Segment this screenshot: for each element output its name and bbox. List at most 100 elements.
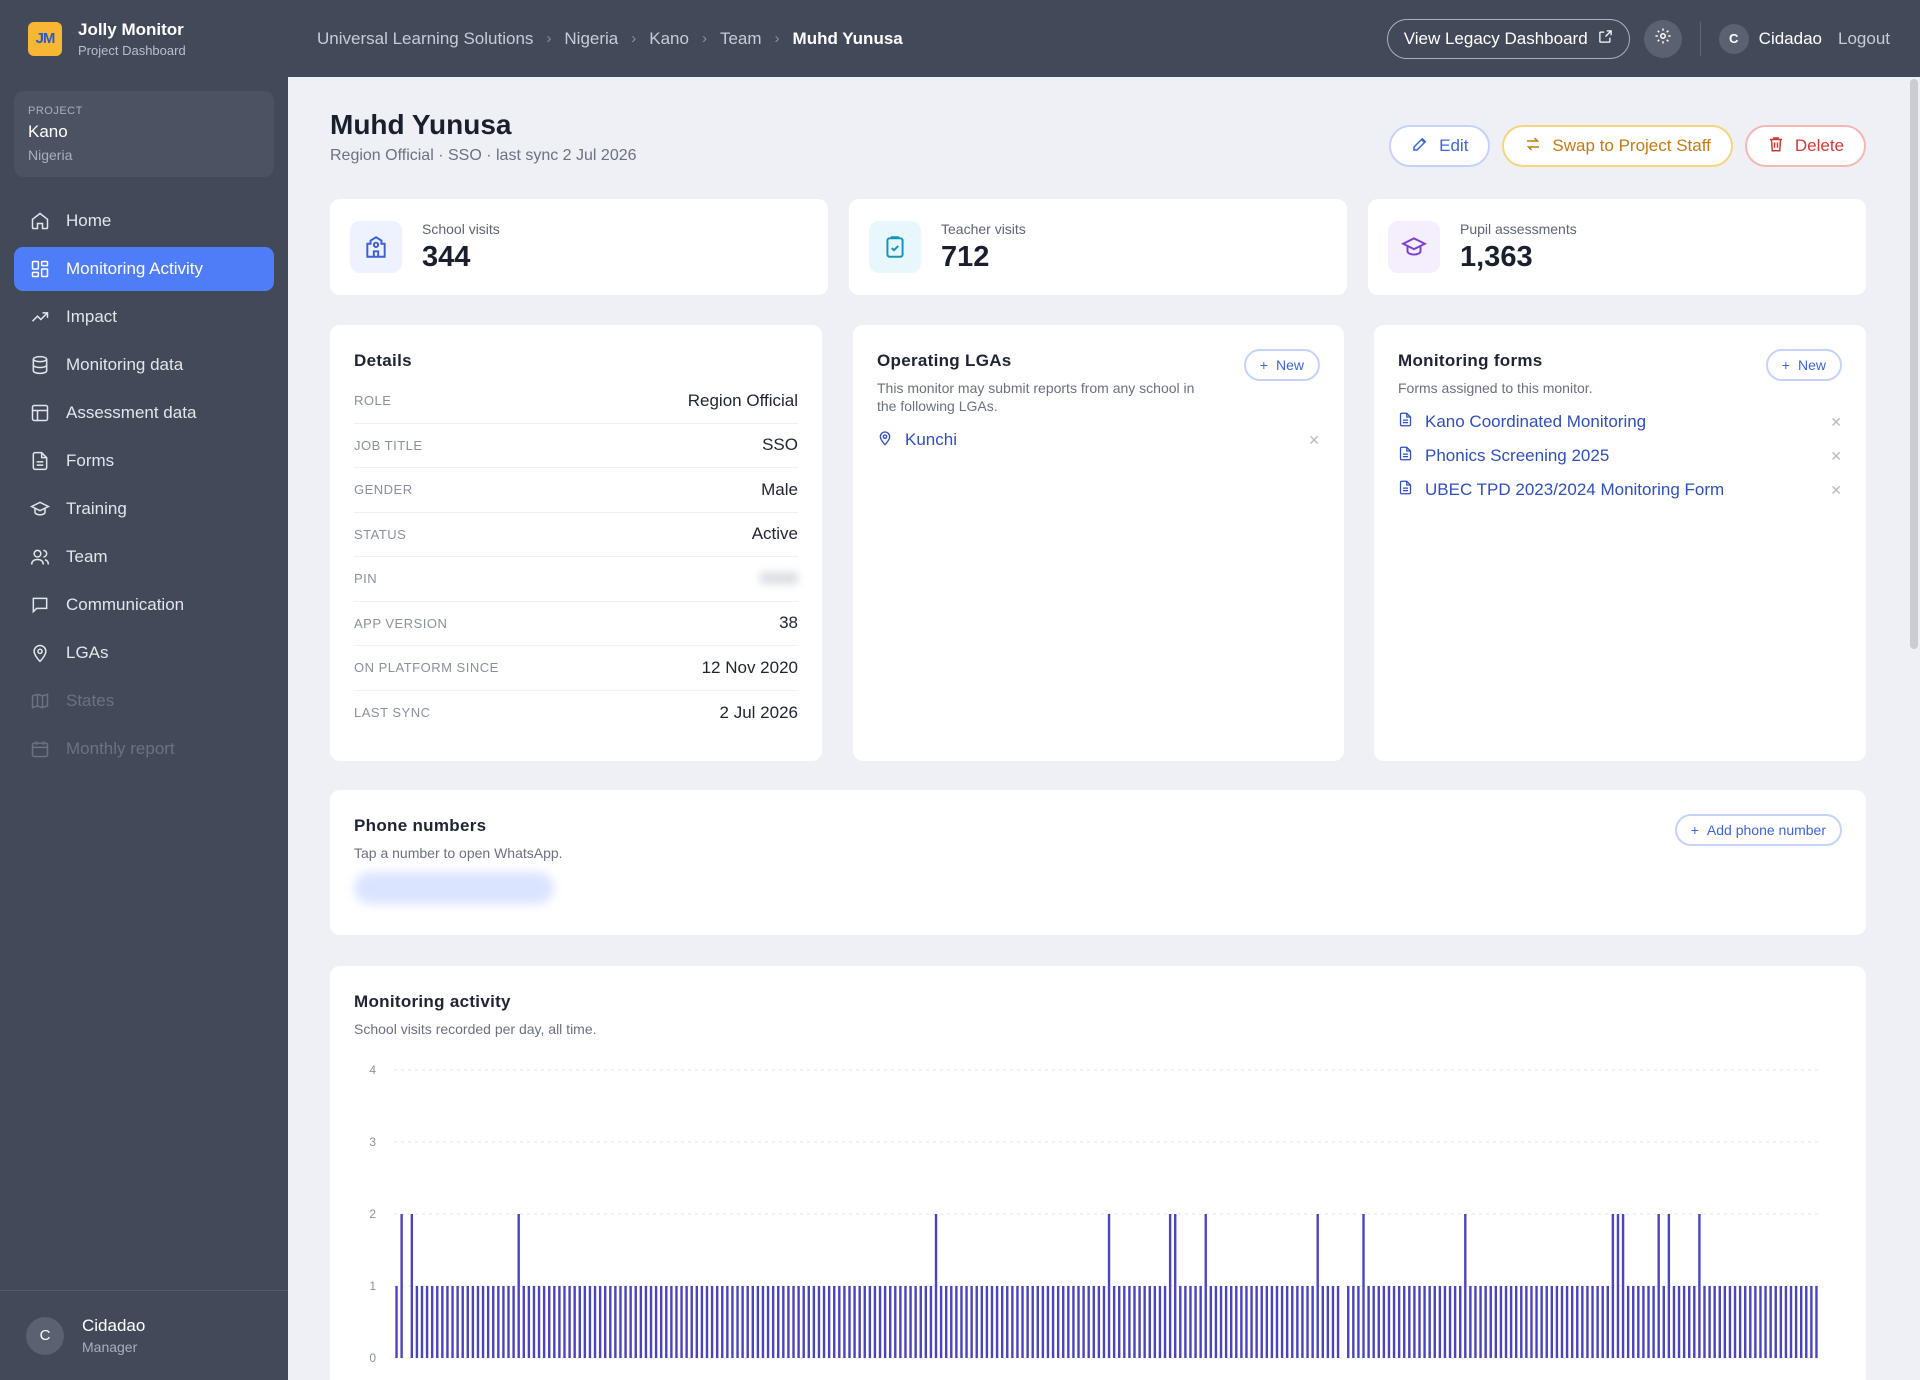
chart-bar[interactable] — [848, 1286, 851, 1358]
chart-bar[interactable] — [1509, 1286, 1513, 1358]
chart-bar[interactable] — [593, 1286, 597, 1358]
sidebar-item-impact[interactable]: Impact — [14, 295, 274, 339]
chart-bar[interactable] — [1672, 1286, 1676, 1358]
chart-bar[interactable] — [400, 1214, 403, 1358]
chart-bar[interactable] — [1143, 1286, 1146, 1358]
chart-bar[interactable] — [1514, 1286, 1518, 1358]
chart-bar[interactable] — [1459, 1286, 1462, 1358]
chart-bar[interactable] — [1682, 1286, 1686, 1358]
chart-bar[interactable] — [1428, 1286, 1431, 1358]
chart-bar[interactable] — [517, 1214, 520, 1358]
lga-item[interactable]: Kunchi ✕ — [877, 423, 1320, 457]
chart-bar[interactable] — [466, 1286, 469, 1358]
chart-bar[interactable] — [1006, 1286, 1009, 1358]
chart-bar[interactable] — [812, 1286, 816, 1358]
chart-bar[interactable] — [1087, 1286, 1090, 1358]
chart-bar[interactable] — [1754, 1286, 1757, 1358]
chart-bar[interactable] — [1224, 1286, 1228, 1358]
chart-bar[interactable] — [792, 1286, 795, 1358]
chart-bar[interactable] — [522, 1286, 525, 1358]
swap-to-project-staff-button[interactable]: Swap to Project Staff — [1502, 125, 1733, 167]
chart-bar[interactable] — [1525, 1286, 1528, 1358]
chart-bar[interactable] — [1764, 1286, 1767, 1358]
chart-bar[interactable] — [1128, 1286, 1131, 1358]
sidebar-item-monitoring-data[interactable]: Monitoring data — [14, 343, 274, 387]
chart-bar[interactable] — [1194, 1286, 1197, 1358]
chart-bar[interactable] — [1209, 1286, 1213, 1358]
chart-bar[interactable] — [1204, 1214, 1207, 1358]
chart-bar[interactable] — [843, 1286, 846, 1358]
chart-bar[interactable] — [1199, 1286, 1202, 1358]
chart-bar[interactable] — [1469, 1286, 1472, 1358]
chart-bar[interactable] — [919, 1286, 922, 1358]
chart-bar[interactable] — [659, 1286, 663, 1358]
chart-bar[interactable] — [1336, 1286, 1340, 1358]
chart-bar[interactable] — [1403, 1286, 1406, 1358]
chart-bar[interactable] — [1794, 1286, 1798, 1358]
chart-bar[interactable] — [1097, 1286, 1101, 1358]
chart-bar[interactable] — [492, 1286, 495, 1358]
chart-bar[interactable] — [985, 1286, 989, 1358]
form-item[interactable]: Phonics Screening 2025 ✕ — [1398, 439, 1842, 473]
chart-bar[interactable] — [695, 1286, 699, 1358]
chart-bar[interactable] — [1112, 1286, 1116, 1358]
chart-bar[interactable] — [1174, 1214, 1177, 1358]
chart-bar[interactable] — [751, 1286, 754, 1358]
chart-bar[interactable] — [690, 1286, 693, 1358]
chart-bar[interactable] — [1443, 1286, 1447, 1358]
chart-bar[interactable] — [960, 1286, 963, 1358]
chart-bar[interactable] — [1484, 1286, 1487, 1358]
chart-bar[interactable] — [721, 1286, 724, 1358]
chart-bar[interactable] — [548, 1286, 551, 1358]
sidebar-item-training[interactable]: Training — [14, 487, 274, 531]
chart-bar[interactable] — [507, 1286, 510, 1358]
chart-bar[interactable] — [1601, 1286, 1604, 1358]
chart-bar[interactable] — [1586, 1286, 1589, 1358]
chart-bar[interactable] — [1647, 1286, 1650, 1358]
chart-bar[interactable] — [1158, 1286, 1162, 1358]
chart-bar[interactable] — [1235, 1286, 1238, 1358]
chart-bar[interactable] — [1301, 1286, 1304, 1358]
view-legacy-dashboard-button[interactable]: View Legacy Dashboard — [1386, 18, 1630, 59]
chart-bar[interactable] — [858, 1286, 861, 1358]
chart-bar[interactable] — [451, 1286, 454, 1358]
chart-bar[interactable] — [537, 1286, 541, 1358]
chart-bar[interactable] — [1667, 1214, 1671, 1358]
chart-bar[interactable] — [1703, 1286, 1706, 1358]
chart-bar[interactable] — [1397, 1286, 1401, 1358]
chart-bar[interactable] — [736, 1286, 739, 1358]
chart-bar[interactable] — [1413, 1286, 1416, 1358]
chart-bar[interactable] — [965, 1286, 968, 1358]
chart-bar[interactable] — [634, 1286, 637, 1358]
chart-bar[interactable] — [878, 1286, 882, 1358]
chart-bar[interactable] — [1418, 1286, 1421, 1358]
chart-bar[interactable] — [1107, 1214, 1111, 1358]
chart-bar[interactable] — [563, 1286, 566, 1358]
chart-bar[interactable] — [1011, 1286, 1014, 1358]
chart-bar[interactable] — [497, 1286, 500, 1358]
chart-bar[interactable] — [1550, 1286, 1554, 1358]
chart-bar[interactable] — [1321, 1286, 1324, 1358]
chart-bar[interactable] — [1051, 1286, 1055, 1358]
chart-bar[interactable] — [1102, 1286, 1106, 1358]
chart-bar[interactable] — [1214, 1286, 1218, 1358]
chart-bar[interactable] — [1499, 1286, 1503, 1358]
chart-bar[interactable] — [904, 1286, 907, 1358]
chart-bar[interactable] — [1489, 1286, 1492, 1358]
chart-bar[interactable] — [822, 1286, 826, 1358]
chart-bar[interactable] — [802, 1286, 805, 1358]
chart-bar[interactable] — [838, 1286, 841, 1358]
chart-bar[interactable] — [756, 1286, 760, 1358]
chart-bar[interactable] — [715, 1286, 719, 1358]
chart-bar[interactable] — [731, 1286, 734, 1358]
breadcrumb-item[interactable]: Team — [719, 28, 762, 48]
chart-bar[interactable] — [1759, 1286, 1762, 1358]
chart-bar[interactable] — [873, 1286, 877, 1358]
chart-bar[interactable] — [1250, 1286, 1253, 1358]
chart-bar[interactable] — [410, 1214, 414, 1358]
chart-bar[interactable] — [1626, 1286, 1630, 1358]
chart-bar[interactable] — [1570, 1286, 1574, 1358]
chart-bar[interactable] — [1291, 1286, 1294, 1358]
chart-bar[interactable] — [1260, 1286, 1263, 1358]
chart-bar[interactable] — [430, 1286, 434, 1358]
